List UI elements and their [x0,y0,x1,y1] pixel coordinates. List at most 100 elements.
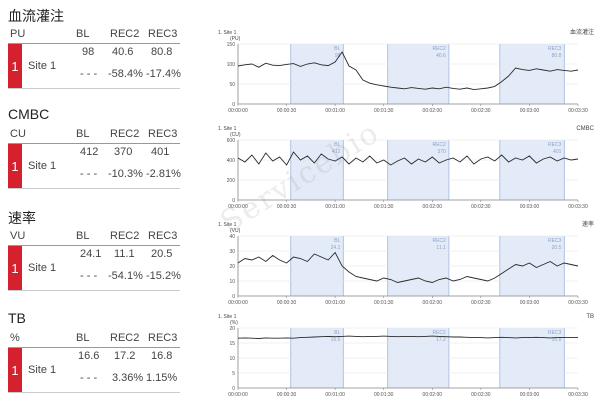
col-header: REC2 [110,28,140,40]
col-header: REC2 [110,128,140,140]
value-bl: 412 [80,146,99,158]
col-header: BL [76,128,90,140]
divider [8,290,180,291]
section-title: TB [8,310,26,326]
y-tick-label: 10 [229,279,235,285]
metric-table: % BL REC2 REC3 1 Site 1 16.6 17.2 16.8 -… [8,330,180,394]
x-tick-label: 00:02:00 [423,108,443,114]
region-value: 24.1 [331,245,341,251]
chart-ylabel: (VU) [230,228,241,234]
x-tick-label: 00:02:30 [471,108,491,114]
dash-placeholder: - - - [80,68,98,80]
y-tick-label: 10 [229,356,235,362]
series-line [237,51,579,91]
col-header: REC3 [148,332,178,344]
region-label: REC3 [548,46,562,52]
divider [8,392,180,393]
x-tick-label: 00:03:00 [520,300,540,306]
table-header: PU BL REC2 REC3 [8,26,180,42]
unit-label: % [10,332,20,344]
region-label: REC2 [432,238,446,244]
col-header: REC2 [110,332,140,344]
region-value: 370 [437,149,446,155]
section-title: CMBC [8,106,50,122]
site-label: Site 1 [28,364,57,376]
y-tick-label: 0 [232,294,235,300]
x-tick-label: 00:02:00 [423,392,443,398]
y-tick-label: 15 [229,341,235,347]
divider [8,245,180,246]
chart-title: CMBC [576,126,594,132]
delta-rec2: -54.1% [108,270,143,282]
value-rec3: 401 [151,146,170,158]
chart-panel: 1. Site 1 (PU) 血流灌注 BL 98 REC2 40.6 REC3 80.8 0 50… [216,28,596,120]
col-header: BL [76,28,90,40]
chart-site-label: 1. Site 1 [218,314,237,320]
x-tick-label: 00:02:30 [471,204,491,210]
table-header: % BL REC2 REC3 [8,330,180,346]
x-tick-label: 00:00:00 [228,392,248,398]
chart-region [387,140,449,200]
x-tick-label: 00:00:30 [277,204,297,210]
y-tick-label: 20 [229,264,235,270]
x-tick-label: 00:03:30 [568,392,588,398]
delta-rec2: 3.36% [112,372,144,384]
chart-title: 血流灌注 [570,28,594,36]
x-tick-label: 00:02:00 [423,204,443,210]
table-header: CU BL REC2 REC3 [8,126,180,142]
x-tick-label: 00:01:30 [374,204,394,210]
region-label: BL [334,46,340,52]
value-rec3: 80.8 [151,46,173,58]
x-tick-label: 00:00:30 [277,300,297,306]
region-value: 80.8 [552,53,562,59]
value-bl: 24.1 [80,248,102,260]
region-value: 20.5 [552,245,562,251]
y-tick-label: 0 [232,198,235,204]
y-tick-label: 5 [232,371,235,377]
y-tick-label: 100 [227,62,236,68]
value-rec2: 40.6 [112,46,134,58]
region-label: REC3 [548,238,562,244]
x-tick-label: 00:03:30 [568,300,588,306]
y-tick-label: 20 [229,326,235,332]
x-tick-label: 00:00:30 [277,392,297,398]
region-value: 16.6 [331,337,341,343]
value-rec2: 17.2 [114,350,136,362]
col-header: REC3 [148,128,178,140]
divider [8,347,180,348]
value-rec3: 20.5 [151,248,173,260]
value-rec2: 11.1 [114,248,135,260]
region-label: REC3 [548,330,562,336]
x-tick-label: 00:01:00 [325,392,345,398]
row-index: 1 [8,44,22,88]
delta-rec2: -10.3% [108,168,143,180]
y-tick-label: 600 [227,138,236,144]
section-title: 速率 [8,210,36,226]
x-tick-label: 00:01:30 [374,108,394,114]
region-label: BL [334,142,340,148]
col-header: REC3 [148,28,178,40]
x-tick-label: 00:02:30 [471,392,491,398]
dash-placeholder: - - - [80,372,98,384]
y-tick-label: 0 [232,102,235,108]
region-label: BL [334,330,340,336]
x-tick-label: 00:00:00 [228,204,248,210]
region-label: BL [334,238,340,244]
x-tick-label: 00:01:00 [325,204,345,210]
chart-site-label: 1. Site 1 [218,30,237,36]
col-header: REC3 [148,230,178,242]
delta-rec3: 1.15% [146,372,178,384]
x-tick-label: 00:03:30 [568,204,588,210]
x-tick-label: 00:01:00 [325,300,345,306]
chart-region [290,44,344,104]
chart-ylabel: (PU) [230,36,241,42]
delta-rec3: -15.2% [146,270,181,282]
chart-site-label: 1. Site 1 [218,126,237,132]
y-tick-label: 400 [227,158,236,164]
site-label: Site 1 [28,160,57,172]
unit-label: CU [10,128,26,140]
region-value: 16.8 [552,337,562,343]
chart-region [499,140,565,200]
